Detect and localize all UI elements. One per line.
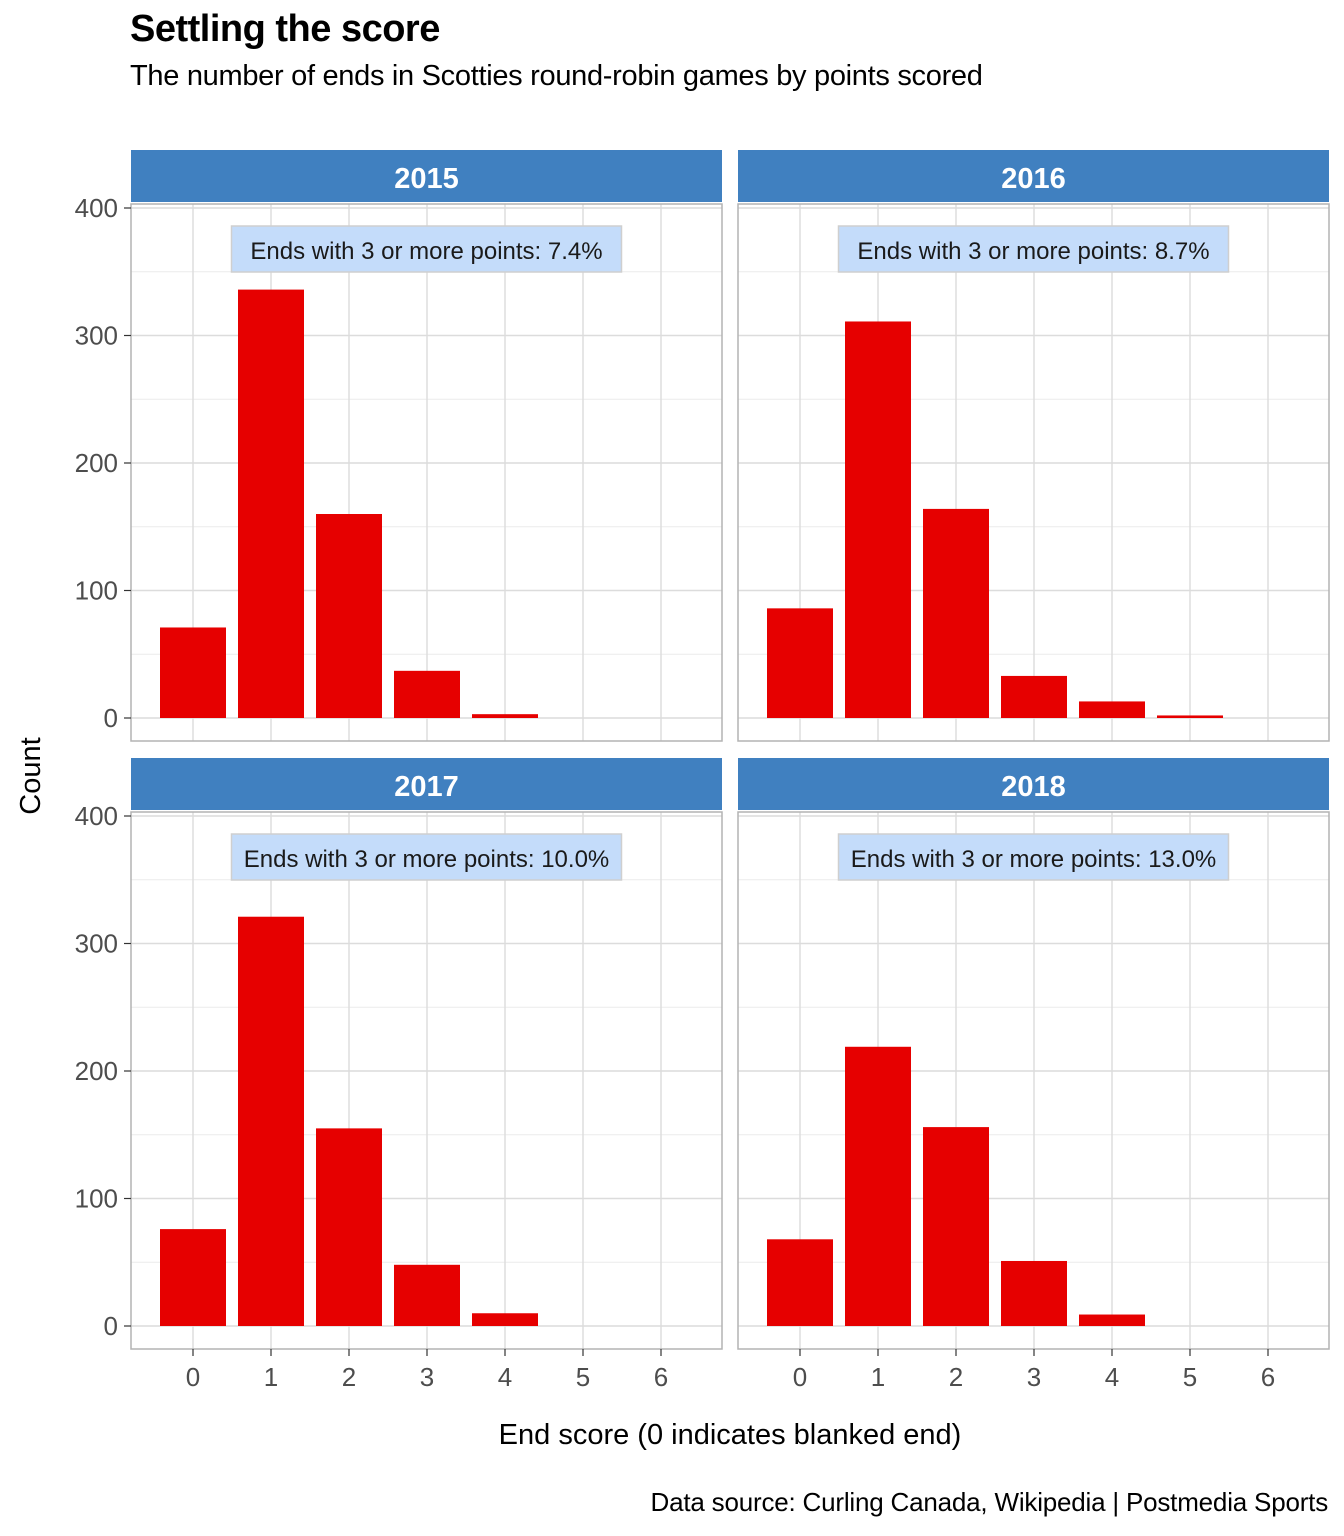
facet-strip-2018 xyxy=(738,758,1329,810)
bar-2017-0 xyxy=(160,1229,226,1326)
bar-2018-0 xyxy=(767,1239,833,1326)
x-tick-label: 1 xyxy=(264,1362,278,1392)
data-source-caption: Data source: Curling Canada, Wikipedia |… xyxy=(650,1487,1329,1517)
annotation-text-2016: Ends with 3 or more points: 8.7% xyxy=(857,238,1209,265)
bar-2017-2 xyxy=(316,1128,382,1326)
facet-strip-2016 xyxy=(738,150,1329,202)
bar-2018-1 xyxy=(845,1046,911,1326)
facet-strip-2015 xyxy=(131,150,722,202)
annotation-text-2017: Ends with 3 or more points: 10.0% xyxy=(244,846,610,873)
y-tick-label: 100 xyxy=(75,576,118,606)
bar-2016-2 xyxy=(923,508,989,718)
y-tick-label: 0 xyxy=(104,1311,118,1341)
bar-2015-1 xyxy=(238,289,304,718)
annotation-box-2016 xyxy=(837,225,1230,273)
y-tick-label: 0 xyxy=(104,703,118,733)
bar-2016-0 xyxy=(767,608,833,718)
bar-2015-0 xyxy=(160,627,226,718)
x-axis-title: End score (0 indicates blanked end) xyxy=(499,1419,962,1451)
y-axis-title: Count xyxy=(15,737,47,814)
bar-2018-3 xyxy=(1001,1260,1067,1326)
x-tick-label: 4 xyxy=(1105,1362,1119,1392)
y-tick-label: 400 xyxy=(75,801,118,831)
bar-2018-2 xyxy=(923,1127,989,1326)
panel-border-2015 xyxy=(130,203,723,742)
y-tick-label: 100 xyxy=(75,1184,118,1214)
x-tick-label: 4 xyxy=(498,1362,512,1392)
x-tick-label: 6 xyxy=(654,1362,668,1392)
bar-2015-4 xyxy=(472,714,538,718)
bar-2017-4 xyxy=(472,1313,538,1326)
facet-label-2016: 2016 xyxy=(1001,163,1066,195)
bar-2016-5 xyxy=(1157,715,1223,718)
bar-2016-4 xyxy=(1079,701,1145,718)
annotation-box-2018 xyxy=(837,833,1230,881)
x-tick-label: 2 xyxy=(342,1362,356,1392)
annotation-text-2015: Ends with 3 or more points: 7.4% xyxy=(250,238,602,265)
bar-2016-1 xyxy=(845,321,911,718)
annotation-box-2017 xyxy=(230,833,623,881)
x-tick-label: 0 xyxy=(186,1362,200,1392)
facet-label-2017: 2017 xyxy=(394,771,459,803)
facet-strip-2017 xyxy=(131,758,722,810)
y-tick-label: 300 xyxy=(75,929,118,959)
y-tick-label: 200 xyxy=(75,448,118,478)
y-tick-label: 300 xyxy=(75,321,118,351)
x-tick-label: 6 xyxy=(1261,1362,1275,1392)
x-tick-label: 5 xyxy=(576,1362,590,1392)
x-tick-label: 1 xyxy=(871,1362,885,1392)
chart-title: Settling the score xyxy=(130,8,440,50)
x-tick-label: 3 xyxy=(1027,1362,1041,1392)
panel-border-2016 xyxy=(737,203,1330,742)
annotation-text-2018: Ends with 3 or more points: 13.0% xyxy=(851,846,1217,873)
bar-2016-3 xyxy=(1001,675,1067,718)
x-tick-label: 5 xyxy=(1183,1362,1197,1392)
x-tick-label: 0 xyxy=(793,1362,807,1392)
annotation-box-2015 xyxy=(230,225,623,273)
x-tick-label: 3 xyxy=(420,1362,434,1392)
bar-2017-1 xyxy=(238,916,304,1326)
chart-subtitle: The number of ends in Scotties round-rob… xyxy=(130,60,983,92)
facet-label-2015: 2015 xyxy=(394,163,459,195)
x-tick-label: 2 xyxy=(949,1362,963,1392)
bar-2015-2 xyxy=(316,514,382,718)
bar-2017-3 xyxy=(394,1264,460,1326)
bar-2015-3 xyxy=(394,670,460,718)
y-tick-label: 200 xyxy=(75,1056,118,1086)
y-tick-label: 400 xyxy=(75,193,118,223)
bar-2018-4 xyxy=(1079,1314,1145,1326)
facet-label-2018: 2018 xyxy=(1001,771,1066,803)
